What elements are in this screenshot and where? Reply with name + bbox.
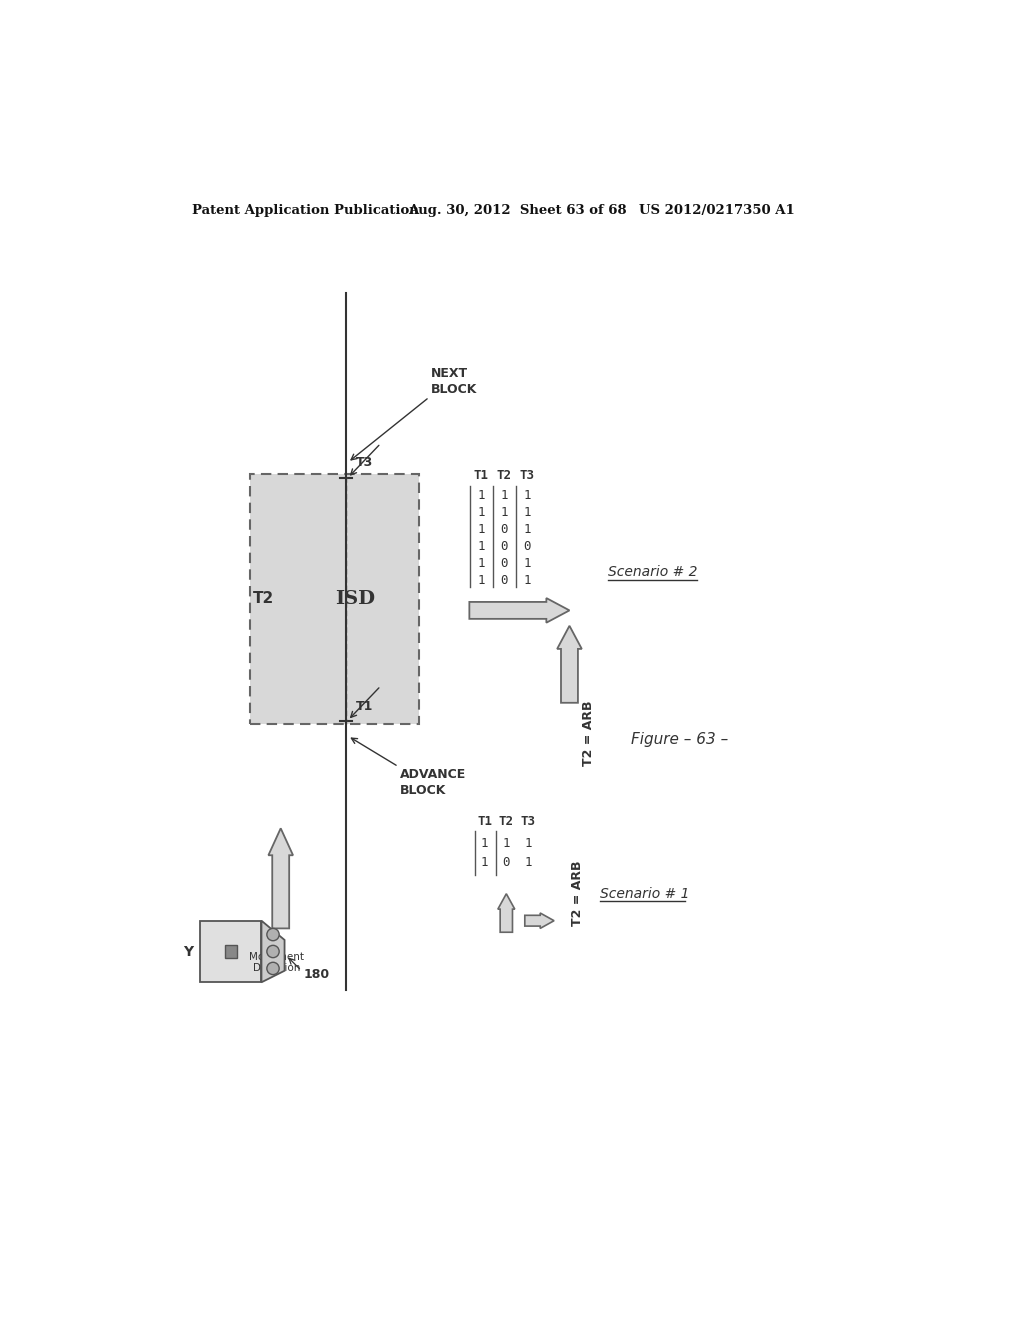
Text: 0: 0 (501, 523, 508, 536)
Text: 1: 1 (481, 857, 488, 870)
Text: 0: 0 (503, 857, 510, 870)
Text: T3: T3 (355, 455, 373, 469)
Text: T1: T1 (477, 816, 493, 829)
Text: Movement
Direction: Movement Direction (250, 952, 304, 973)
Text: ADVANCE
BLOCK: ADVANCE BLOCK (400, 768, 466, 796)
Text: 0: 0 (523, 540, 530, 553)
Bar (250, 474, 419, 725)
Text: T3: T3 (519, 469, 535, 482)
Text: 1: 1 (481, 837, 488, 850)
Text: Aug. 30, 2012  Sheet 63 of 68: Aug. 30, 2012 Sheet 63 of 68 (408, 205, 627, 218)
Text: T3: T3 (520, 816, 536, 829)
Text: 1: 1 (523, 574, 530, 587)
Text: 1: 1 (477, 523, 484, 536)
Text: T2: T2 (497, 469, 512, 482)
Text: 1: 1 (477, 490, 484, 502)
Text: 0: 0 (501, 540, 508, 553)
Circle shape (267, 945, 280, 958)
Text: 0: 0 (501, 574, 508, 587)
FancyArrow shape (557, 626, 582, 702)
Text: 1: 1 (477, 574, 484, 587)
Text: 1: 1 (523, 506, 530, 519)
Text: 0: 0 (501, 557, 508, 570)
Text: T2: T2 (253, 591, 274, 606)
Bar (200, 921, 261, 982)
Text: 1: 1 (477, 540, 484, 553)
Text: NEXT
BLOCK: NEXT BLOCK (431, 367, 477, 396)
Text: US 2012/0217350 A1: US 2012/0217350 A1 (639, 205, 795, 218)
Text: 1: 1 (523, 490, 530, 502)
FancyArrow shape (498, 894, 515, 932)
Text: Y: Y (183, 945, 194, 958)
Text: T2 = ARB: T2 = ARB (583, 701, 595, 767)
Text: 1: 1 (523, 523, 530, 536)
Text: 1: 1 (477, 506, 484, 519)
Text: 1: 1 (501, 490, 508, 502)
Text: 1: 1 (503, 837, 510, 850)
Text: 1: 1 (523, 557, 530, 570)
Polygon shape (261, 921, 285, 982)
Text: 1: 1 (524, 837, 531, 850)
Circle shape (267, 962, 280, 974)
Text: Patent Application Publication: Patent Application Publication (193, 205, 419, 218)
Circle shape (267, 928, 280, 941)
Text: Scenario # 2: Scenario # 2 (608, 565, 697, 579)
Text: 1: 1 (524, 857, 531, 870)
Text: T1: T1 (473, 469, 488, 482)
Text: T2 = ARB: T2 = ARB (570, 861, 584, 927)
FancyArrow shape (524, 913, 554, 928)
Text: ISD: ISD (335, 590, 375, 607)
FancyArrow shape (469, 598, 569, 623)
Text: Scenario # 1: Scenario # 1 (600, 887, 690, 900)
Text: T2: T2 (499, 816, 514, 829)
Text: Figure – 63 –: Figure – 63 – (631, 733, 728, 747)
Text: T1: T1 (355, 700, 373, 713)
Text: 180: 180 (304, 968, 330, 981)
Text: 1: 1 (501, 506, 508, 519)
Text: 1: 1 (477, 557, 484, 570)
Bar (224, 945, 237, 958)
FancyArrow shape (268, 829, 293, 928)
